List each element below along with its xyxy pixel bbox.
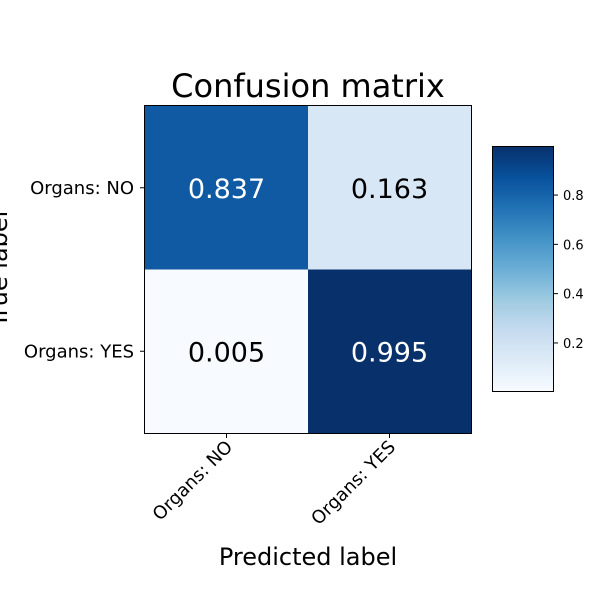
chart-title: Confusion matrix <box>171 67 445 105</box>
colorbar-tick-label-3: 0.8 <box>563 189 584 204</box>
colorbar-ticks: 0.2 0.4 0.6 0.8 <box>553 189 584 352</box>
heatmap-cell-1-0 <box>145 269 308 433</box>
y-tick-label-1: Organs: YES <box>24 341 134 362</box>
colorbar-tick-label-1: 0.4 <box>563 288 584 303</box>
x-axis-label: Predicted label <box>219 543 397 571</box>
heatmap-frame <box>144 105 472 434</box>
heatmap-cell-labels: 0.837 0.163 0.005 0.995 <box>188 174 428 369</box>
heatmap-cell-1-1 <box>308 269 471 433</box>
y-tick-label-0: Organs: NO <box>30 178 134 199</box>
heatmap-cells <box>145 106 471 433</box>
colorbar <box>492 146 554 392</box>
cell-value-0-0: 0.837 <box>188 174 265 205</box>
cell-value-1-1: 0.995 <box>351 337 428 368</box>
colorbar-tick-label-2: 0.6 <box>563 238 584 253</box>
x-axis-ticks: Organs: NO Organs: YES <box>149 433 400 529</box>
cell-value-0-1: 0.163 <box>351 174 428 205</box>
heatmap-cell-0-1 <box>308 106 471 270</box>
y-axis-ticks: Organs: NO Organs: YES <box>24 178 145 362</box>
cell-value-1-0: 0.005 <box>188 337 265 368</box>
heatmap-cell-0-0 <box>145 106 308 270</box>
x-tick-label-0: Organs: NO <box>149 437 237 525</box>
colorbar-tick-label-0: 0.2 <box>563 337 584 352</box>
x-tick-label-1: Organs: YES <box>307 437 400 530</box>
y-axis-label: True label <box>0 211 13 329</box>
